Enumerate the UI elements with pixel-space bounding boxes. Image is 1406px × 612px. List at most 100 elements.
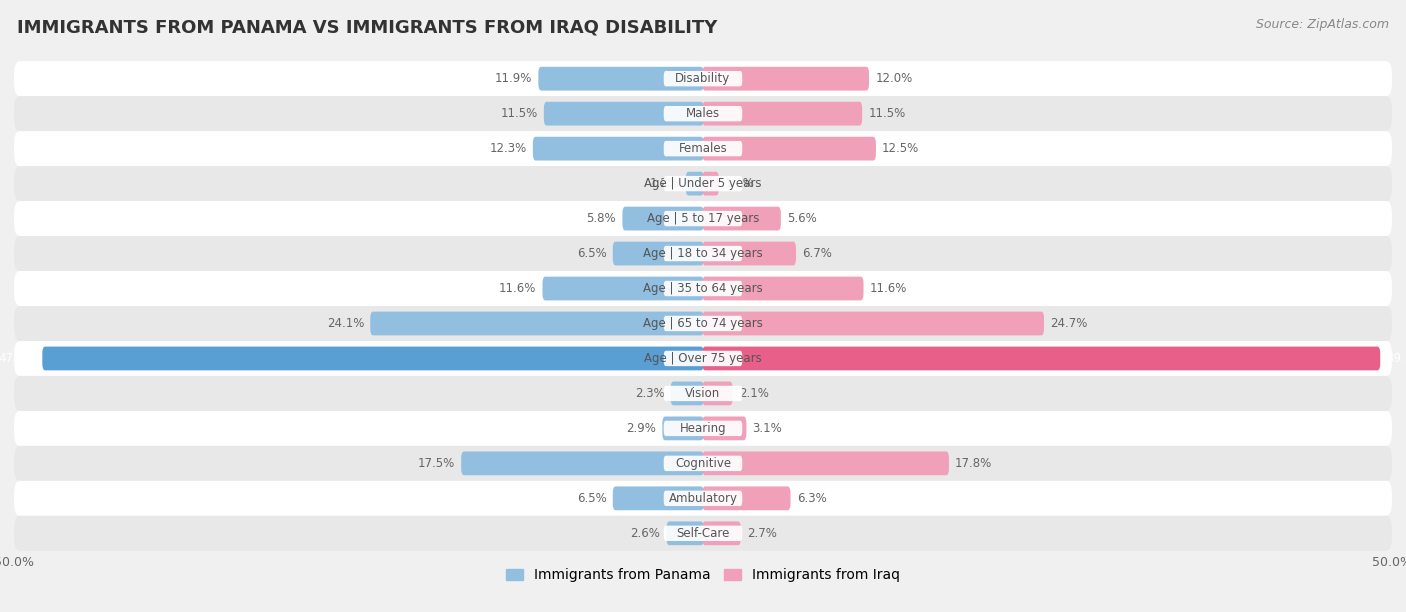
FancyBboxPatch shape	[14, 61, 1392, 96]
Text: 12.3%: 12.3%	[489, 142, 527, 155]
Text: 5.8%: 5.8%	[586, 212, 616, 225]
Text: 12.0%: 12.0%	[875, 72, 912, 85]
Text: 12.5%: 12.5%	[882, 142, 920, 155]
Text: Vision: Vision	[685, 387, 721, 400]
FancyBboxPatch shape	[14, 271, 1392, 306]
FancyBboxPatch shape	[664, 176, 742, 192]
Text: Disability: Disability	[675, 72, 731, 85]
Text: 2.3%: 2.3%	[634, 387, 665, 400]
Text: 6.3%: 6.3%	[797, 492, 827, 505]
FancyBboxPatch shape	[664, 386, 742, 401]
FancyBboxPatch shape	[623, 207, 703, 231]
FancyBboxPatch shape	[14, 376, 1392, 411]
Text: 47.9%: 47.9%	[0, 352, 37, 365]
FancyBboxPatch shape	[14, 236, 1392, 271]
FancyBboxPatch shape	[703, 417, 747, 440]
FancyBboxPatch shape	[613, 242, 703, 266]
Text: 11.6%: 11.6%	[499, 282, 536, 295]
Text: Age | 65 to 74 years: Age | 65 to 74 years	[643, 317, 763, 330]
FancyBboxPatch shape	[14, 411, 1392, 446]
FancyBboxPatch shape	[664, 420, 742, 436]
Text: 2.7%: 2.7%	[747, 527, 778, 540]
FancyBboxPatch shape	[14, 166, 1392, 201]
Text: 1.1%: 1.1%	[725, 177, 755, 190]
Legend: Immigrants from Panama, Immigrants from Iraq: Immigrants from Panama, Immigrants from …	[501, 563, 905, 588]
FancyBboxPatch shape	[14, 481, 1392, 516]
Text: Age | 18 to 34 years: Age | 18 to 34 years	[643, 247, 763, 260]
Text: 17.5%: 17.5%	[418, 457, 456, 470]
Text: Age | 35 to 64 years: Age | 35 to 64 years	[643, 282, 763, 295]
FancyBboxPatch shape	[686, 172, 703, 195]
FancyBboxPatch shape	[370, 312, 703, 335]
FancyBboxPatch shape	[703, 207, 780, 231]
Text: 11.6%: 11.6%	[870, 282, 907, 295]
FancyBboxPatch shape	[664, 316, 742, 331]
FancyBboxPatch shape	[461, 452, 703, 476]
FancyBboxPatch shape	[703, 102, 862, 125]
Text: 3.1%: 3.1%	[752, 422, 782, 435]
FancyBboxPatch shape	[664, 456, 742, 471]
Text: 1.2%: 1.2%	[650, 177, 679, 190]
FancyBboxPatch shape	[664, 281, 742, 296]
FancyBboxPatch shape	[664, 71, 742, 86]
Text: 2.9%: 2.9%	[626, 422, 657, 435]
FancyBboxPatch shape	[664, 491, 742, 506]
Text: Ambulatory: Ambulatory	[668, 492, 738, 505]
FancyBboxPatch shape	[664, 211, 742, 226]
FancyBboxPatch shape	[664, 246, 742, 261]
FancyBboxPatch shape	[533, 136, 703, 160]
Text: 17.8%: 17.8%	[955, 457, 993, 470]
FancyBboxPatch shape	[662, 417, 703, 440]
FancyBboxPatch shape	[538, 67, 703, 91]
Text: 2.1%: 2.1%	[738, 387, 769, 400]
FancyBboxPatch shape	[14, 96, 1392, 131]
Text: Age | Under 5 years: Age | Under 5 years	[644, 177, 762, 190]
Text: 6.5%: 6.5%	[576, 247, 606, 260]
FancyBboxPatch shape	[671, 381, 703, 405]
FancyBboxPatch shape	[14, 131, 1392, 166]
FancyBboxPatch shape	[14, 516, 1392, 551]
Text: Females: Females	[679, 142, 727, 155]
FancyBboxPatch shape	[666, 521, 703, 545]
FancyBboxPatch shape	[42, 346, 703, 370]
Text: 49.1%: 49.1%	[1386, 352, 1406, 365]
Text: Self-Care: Self-Care	[676, 527, 730, 540]
Text: IMMIGRANTS FROM PANAMA VS IMMIGRANTS FROM IRAQ DISABILITY: IMMIGRANTS FROM PANAMA VS IMMIGRANTS FRO…	[17, 18, 717, 36]
FancyBboxPatch shape	[543, 277, 703, 300]
FancyBboxPatch shape	[14, 446, 1392, 481]
Text: Source: ZipAtlas.com: Source: ZipAtlas.com	[1256, 18, 1389, 31]
FancyBboxPatch shape	[14, 306, 1392, 341]
Text: 11.5%: 11.5%	[869, 107, 905, 120]
Text: Cognitive: Cognitive	[675, 457, 731, 470]
FancyBboxPatch shape	[703, 312, 1045, 335]
Text: 24.1%: 24.1%	[326, 317, 364, 330]
Text: Age | Over 75 years: Age | Over 75 years	[644, 352, 762, 365]
Text: Males: Males	[686, 107, 720, 120]
FancyBboxPatch shape	[703, 242, 796, 266]
FancyBboxPatch shape	[14, 201, 1392, 236]
Text: 11.9%: 11.9%	[495, 72, 531, 85]
FancyBboxPatch shape	[703, 277, 863, 300]
Text: 2.6%: 2.6%	[630, 527, 661, 540]
FancyBboxPatch shape	[613, 487, 703, 510]
FancyBboxPatch shape	[703, 346, 1381, 370]
FancyBboxPatch shape	[703, 136, 876, 160]
FancyBboxPatch shape	[703, 67, 869, 91]
Text: 6.5%: 6.5%	[576, 492, 606, 505]
FancyBboxPatch shape	[703, 172, 718, 195]
FancyBboxPatch shape	[14, 341, 1392, 376]
Text: 6.7%: 6.7%	[803, 247, 832, 260]
FancyBboxPatch shape	[664, 141, 742, 156]
FancyBboxPatch shape	[664, 526, 742, 541]
FancyBboxPatch shape	[703, 521, 741, 545]
FancyBboxPatch shape	[664, 106, 742, 121]
Text: Age | 5 to 17 years: Age | 5 to 17 years	[647, 212, 759, 225]
FancyBboxPatch shape	[703, 452, 949, 476]
Text: 5.6%: 5.6%	[787, 212, 817, 225]
Text: 24.7%: 24.7%	[1050, 317, 1088, 330]
Text: 11.5%: 11.5%	[501, 107, 537, 120]
FancyBboxPatch shape	[544, 102, 703, 125]
FancyBboxPatch shape	[703, 381, 733, 405]
Text: Hearing: Hearing	[679, 422, 727, 435]
FancyBboxPatch shape	[664, 351, 742, 366]
